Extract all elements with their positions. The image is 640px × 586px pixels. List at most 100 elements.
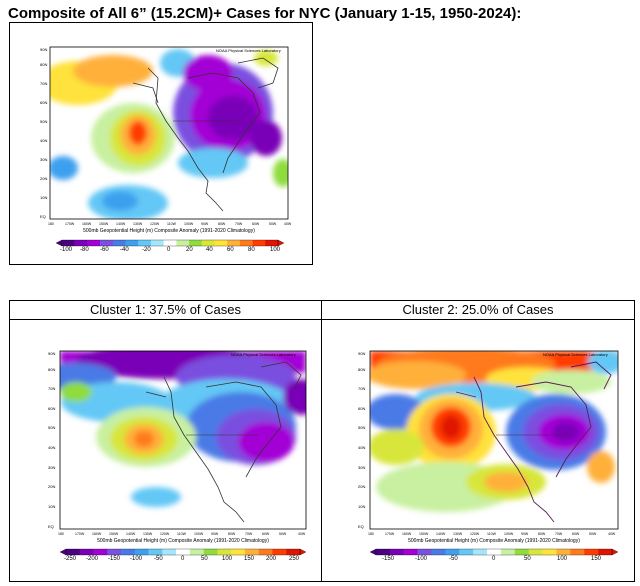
- svg-text:100W: 100W: [194, 532, 204, 536]
- svg-text:70N: 70N: [40, 81, 47, 86]
- svg-text:80N: 80N: [358, 367, 365, 372]
- svg-text:70N: 70N: [358, 386, 365, 391]
- svg-text:EQ: EQ: [40, 214, 46, 219]
- colorbar-swatch: [514, 549, 529, 555]
- svg-text:40W: 40W: [298, 532, 306, 536]
- svg-text:160W: 160W: [92, 532, 102, 536]
- composite-map: NOAA Physical Sciences Laboratory 90N 80…: [40, 46, 292, 253]
- colorbar-swatch: [244, 549, 259, 555]
- svg-text:0: 0: [167, 247, 171, 253]
- svg-text:30N: 30N: [48, 465, 55, 470]
- colorbar-arrow-high: [611, 548, 619, 556]
- colorbar-swatch: [403, 549, 418, 555]
- colorbar-swatch: [431, 549, 446, 555]
- svg-text:40W: 40W: [608, 532, 616, 536]
- svg-text:50W: 50W: [269, 222, 277, 226]
- svg-text:-100: -100: [130, 556, 143, 562]
- svg-text:20: 20: [186, 247, 193, 253]
- svg-text:100: 100: [557, 556, 568, 562]
- cluster-2-caption: 500mb Geopotential Height (m) Composite …: [408, 538, 580, 544]
- cluster-1-lat-axis: 90N 80N 70N 60N 50N 40N 30N 20N 10N EQ: [48, 351, 55, 529]
- svg-text:-100: -100: [60, 247, 73, 253]
- svg-text:80W: 80W: [218, 222, 226, 226]
- svg-text:80N: 80N: [40, 62, 47, 67]
- colorbar-swatch: [459, 549, 474, 555]
- colorbar-arrow-low: [55, 239, 63, 247]
- svg-text:110W: 110W: [177, 532, 187, 536]
- svg-text:-40: -40: [120, 247, 129, 253]
- svg-text:80N: 80N: [48, 367, 55, 372]
- svg-text:150W: 150W: [99, 222, 109, 226]
- colorbar-swatch: [79, 549, 94, 555]
- svg-text:60W: 60W: [262, 532, 270, 536]
- colorbar-swatch: [239, 240, 253, 246]
- svg-text:10N: 10N: [358, 504, 365, 509]
- svg-text:180: 180: [368, 532, 374, 536]
- svg-text:160W: 160W: [82, 222, 92, 226]
- colorbar-swatch: [163, 240, 177, 246]
- colorbar-swatch: [100, 240, 114, 246]
- svg-text:-150: -150: [108, 556, 121, 562]
- svg-text:120W: 120W: [470, 532, 480, 536]
- colorbar-arrow-high: [277, 239, 285, 247]
- svg-text:60W: 60W: [252, 222, 260, 226]
- svg-text:EQ: EQ: [358, 524, 364, 529]
- svg-text:140W: 140W: [116, 222, 126, 226]
- colorbar-swatch: [556, 549, 571, 555]
- svg-text:130W: 130W: [133, 222, 143, 226]
- colorbar-arrow-low: [59, 548, 67, 556]
- svg-text:70W: 70W: [235, 222, 243, 226]
- svg-text:200: 200: [266, 556, 277, 562]
- svg-text:70W: 70W: [245, 532, 253, 536]
- colorbar-swatch: [570, 549, 585, 555]
- svg-text:-100: -100: [415, 556, 428, 562]
- svg-text:60N: 60N: [40, 100, 47, 105]
- cluster-2-lab-label: NOAA Physical Sciences Laboratory: [543, 352, 608, 357]
- colorbar-swatch: [125, 240, 139, 246]
- colorbar-swatch: [252, 240, 266, 246]
- colorbar-swatch: [112, 240, 126, 246]
- svg-text:0: 0: [181, 556, 185, 562]
- svg-text:110W: 110W: [167, 222, 177, 226]
- svg-text:180: 180: [48, 222, 54, 226]
- svg-text:20N: 20N: [48, 484, 55, 489]
- colorbar-swatch: [176, 549, 191, 555]
- colorbar-outline: [375, 548, 613, 556]
- svg-text:120W: 120W: [150, 222, 160, 226]
- svg-text:40N: 40N: [40, 138, 47, 143]
- svg-text:-50: -50: [449, 556, 458, 562]
- svg-text:50N: 50N: [48, 425, 55, 430]
- svg-text:60N: 60N: [358, 406, 365, 411]
- colorbar-arrow-high: [299, 548, 307, 556]
- svg-text:40: 40: [206, 247, 213, 253]
- svg-text:90N: 90N: [40, 47, 47, 52]
- svg-text:80: 80: [248, 247, 255, 253]
- colorbar-swatch: [473, 549, 488, 555]
- page-title: Composite of All 6” (15.2CM)+ Cases for …: [8, 5, 522, 22]
- svg-text:90N: 90N: [48, 351, 55, 356]
- cluster-1-colorbar: [59, 548, 307, 556]
- svg-text:110W: 110W: [487, 532, 497, 536]
- svg-text:20N: 20N: [358, 484, 365, 489]
- svg-text:140W: 140W: [436, 532, 446, 536]
- colorbar-swatch: [542, 549, 557, 555]
- cluster-1-cell: Cluster 1: 37.5% of Cases: [10, 301, 322, 581]
- colorbar-swatch: [107, 549, 122, 555]
- svg-text:100: 100: [270, 247, 281, 253]
- composite-colorbar: [55, 239, 285, 247]
- svg-text:10N: 10N: [40, 195, 47, 200]
- colorbar-swatch: [231, 549, 246, 555]
- cluster-1-caption: 500mb Geopotential Height (m) Composite …: [97, 538, 269, 544]
- colorbar-swatch: [214, 240, 228, 246]
- svg-text:10N: 10N: [48, 504, 55, 509]
- svg-text:130W: 130W: [453, 532, 463, 536]
- svg-text:60N: 60N: [48, 406, 55, 411]
- svg-text:-50: -50: [154, 556, 163, 562]
- colorbar-swatch: [389, 549, 404, 555]
- cluster-2-map: NOAA Physical Sciences Laboratory 90N 80…: [358, 350, 619, 562]
- svg-text:90W: 90W: [201, 222, 209, 226]
- svg-text:20N: 20N: [40, 176, 47, 181]
- svg-text:250: 250: [289, 556, 300, 562]
- svg-text:40N: 40N: [358, 445, 365, 450]
- colorbar-swatch: [176, 240, 190, 246]
